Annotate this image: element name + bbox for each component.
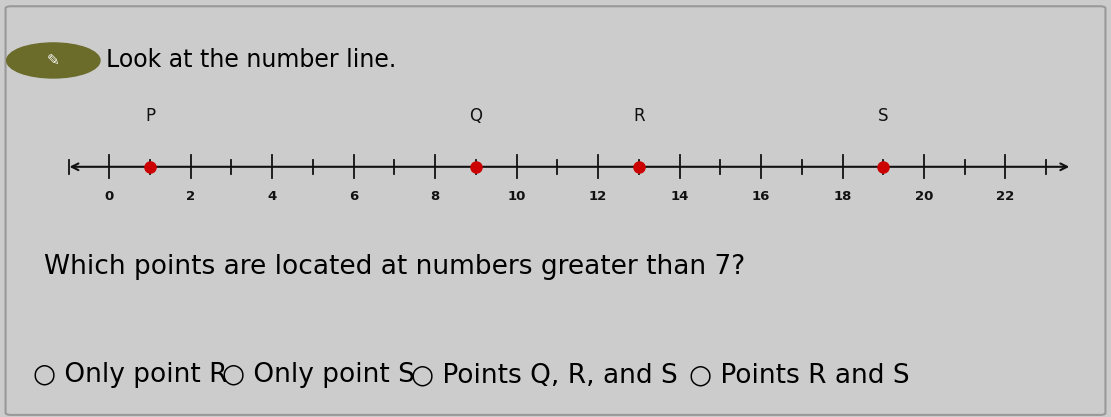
Text: 22: 22 [997,190,1014,203]
Text: Which points are located at numbers greater than 7?: Which points are located at numbers grea… [44,254,745,280]
Text: 4: 4 [268,190,277,203]
FancyBboxPatch shape [6,6,1105,415]
Text: 16: 16 [752,190,770,203]
Text: 18: 18 [833,190,852,203]
Text: P: P [144,107,156,125]
Text: ○ Only point R: ○ Only point R [33,362,228,388]
Text: 0: 0 [104,190,113,203]
Text: ○ Points R and S: ○ Points R and S [689,362,910,388]
Text: S: S [878,107,889,125]
Text: 6: 6 [349,190,358,203]
Text: 12: 12 [589,190,608,203]
Text: Q: Q [469,107,482,125]
Circle shape [7,43,100,78]
Text: ○ Only point S: ○ Only point S [222,362,416,388]
Text: ✎: ✎ [47,53,60,68]
Text: R: R [633,107,644,125]
Text: 14: 14 [670,190,689,203]
Text: 8: 8 [431,190,440,203]
Text: 20: 20 [914,190,933,203]
Text: 2: 2 [187,190,196,203]
Text: Look at the number line.: Look at the number line. [106,48,396,73]
Text: 10: 10 [508,190,526,203]
Text: ○ Points Q, R, and S: ○ Points Q, R, and S [411,362,678,388]
